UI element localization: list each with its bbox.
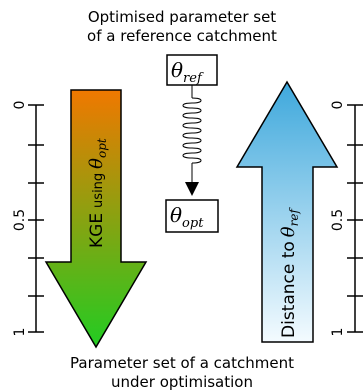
- theta-opt-sub: opt: [182, 216, 204, 231]
- header-line-2: of a reference catchment: [87, 27, 277, 45]
- right-tick-label-0-5: 0.5: [330, 209, 346, 231]
- distance-arrow-label: Distance to θref: [278, 207, 301, 338]
- theta-opt-box-frame: [165, 199, 219, 233]
- kge-arrow-theta: θ: [86, 158, 107, 169]
- theta-ref-sub: ref: [183, 71, 204, 86]
- distance-arrow-text: Distance to: [279, 241, 299, 338]
- theta-ref-symbol: θ: [171, 58, 183, 82]
- footer-line-1: Parameter set of a catchment: [70, 354, 294, 372]
- right-tick-label-1: 1: [330, 328, 346, 337]
- left-tick-label-1: 1: [12, 328, 28, 337]
- kge-arrow-using: using: [91, 173, 106, 208]
- kge-arrow-text: KGE: [87, 213, 107, 248]
- left-axis: 0 0.5 1: [12, 101, 44, 337]
- distance-arrow-theta: θ: [278, 226, 299, 237]
- theta-ref-box: θref: [166, 54, 218, 86]
- arrow-head-down-icon: [185, 182, 199, 196]
- kge-arrow: KGE using θopt: [44, 89, 148, 349]
- theta-ref-label: θref: [171, 58, 204, 86]
- left-tick-label-0: 0: [12, 101, 28, 110]
- kge-arrow-sub: opt: [95, 138, 109, 158]
- footer-line-2: under optimisation: [111, 373, 253, 391]
- right-tick-label-0: 0: [330, 101, 346, 110]
- kge-arrow-shape: [44, 89, 148, 349]
- theta-opt-symbol: θ: [170, 203, 182, 227]
- theta-ref-box-frame: [166, 54, 218, 86]
- right-axis: 0 0.5 1: [330, 101, 363, 337]
- header-line-1: Optimised parameter set: [88, 8, 276, 26]
- distance-arrow-sub: ref: [287, 207, 301, 227]
- kge-arrow-label: KGE using θopt: [86, 138, 109, 248]
- theta-opt-box: θopt: [165, 199, 219, 233]
- distance-arrow: Distance to θref: [235, 80, 339, 343]
- distance-arrow-shape: [235, 80, 339, 343]
- spring-coil: [182, 97, 202, 164]
- left-tick-label-0-5: 0.5: [12, 209, 28, 231]
- spring-icon: [182, 85, 202, 183]
- theta-opt-label: θopt: [170, 203, 204, 231]
